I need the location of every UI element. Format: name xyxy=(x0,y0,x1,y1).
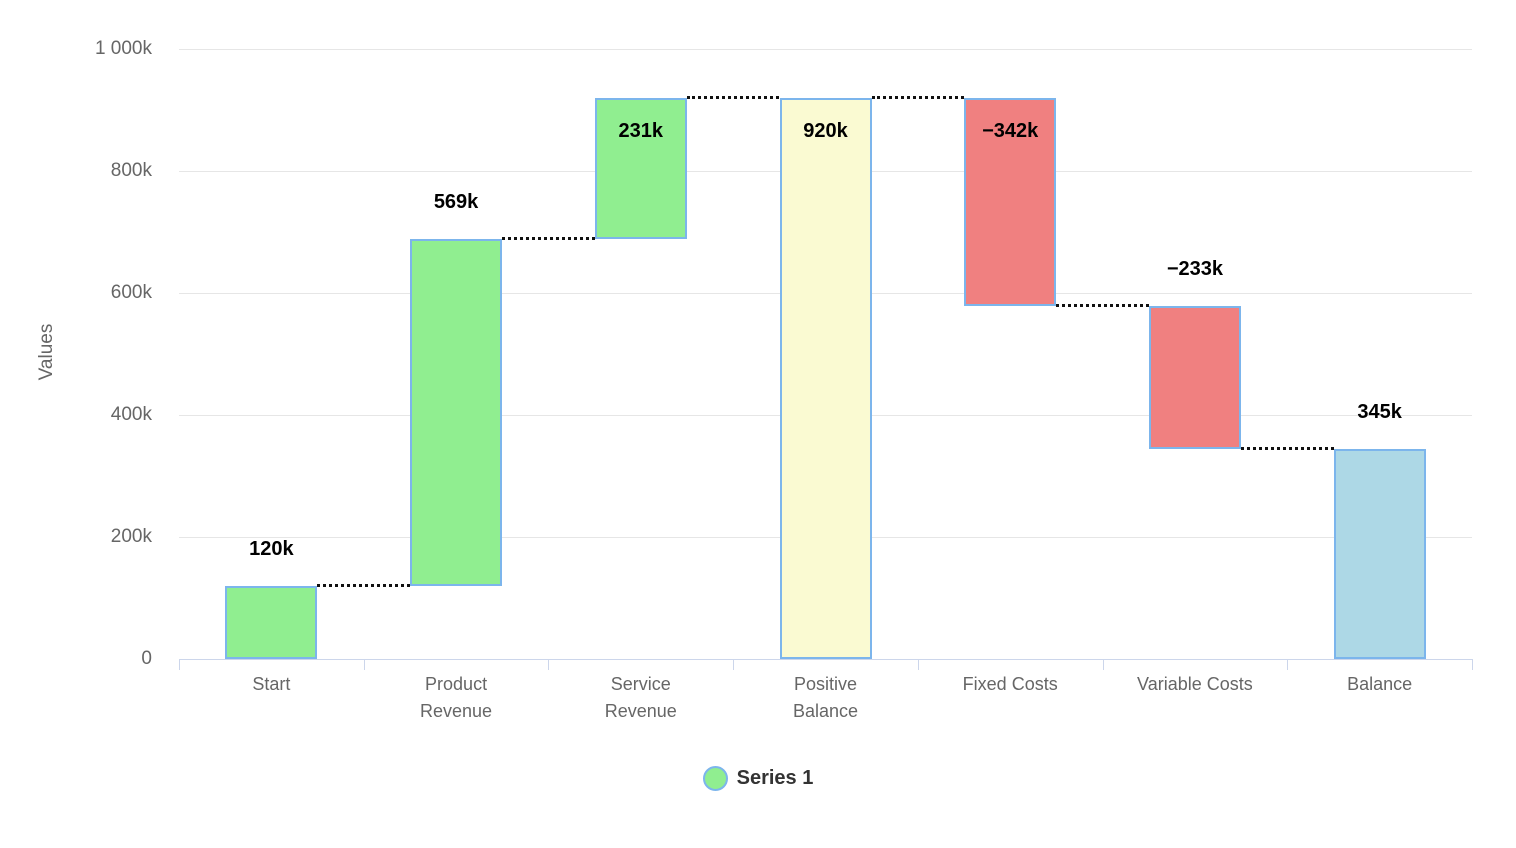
x-axis-tick xyxy=(1287,659,1289,670)
connector-line xyxy=(1240,446,1334,450)
x-category-label-positive-balance: Positive Balance xyxy=(733,671,918,725)
x-category-label-variable-costs: Variable Costs xyxy=(1103,671,1288,698)
x-category-label-line: Product xyxy=(425,674,488,694)
bar-balance[interactable] xyxy=(1333,448,1426,659)
x-category-label-line: Service xyxy=(610,674,671,694)
legend-marker-icon xyxy=(702,765,728,791)
bar-product-revenue[interactable] xyxy=(410,238,503,586)
y-tick-label: 200k xyxy=(110,526,152,547)
connector-line xyxy=(502,236,595,240)
x-category-label-fixed-costs: Fixed Costs xyxy=(918,671,1103,698)
data-label-positive-balance: 920k xyxy=(803,119,848,142)
x-category-label-line: Balance xyxy=(1347,674,1413,694)
x-category-label-line: Variable Costs xyxy=(1137,674,1253,694)
x-category-label-line: Start xyxy=(252,674,291,694)
x-category-label-line: Revenue xyxy=(604,701,677,721)
x-category-label-balance: Balance xyxy=(1287,671,1472,698)
x-axis-tick xyxy=(917,659,919,670)
y-tick-label: 1 000k xyxy=(94,38,152,59)
y-tick-label: 600k xyxy=(110,282,152,303)
data-label-balance: 345k xyxy=(1357,400,1402,423)
x-axis-tick xyxy=(179,659,180,670)
connector-line xyxy=(1056,304,1149,308)
legend: Series 1 xyxy=(0,762,1516,794)
y-tick-label: 800k xyxy=(110,160,152,181)
data-label-fixed-costs: −342k xyxy=(982,119,1039,142)
data-label-start: 120k xyxy=(249,537,294,560)
y-axis-title: Values xyxy=(36,323,57,381)
data-label-variable-costs: −233k xyxy=(1166,258,1223,281)
x-axis-tick xyxy=(363,659,365,670)
connector-line xyxy=(686,95,780,99)
x-axis-tick xyxy=(1102,659,1104,670)
x-category-label-line: Revenue xyxy=(420,701,493,721)
x-category-label-line: Balance xyxy=(792,701,859,721)
connector-line xyxy=(317,583,411,587)
data-label-product-revenue: 569k xyxy=(433,190,479,213)
legend-item-series-1[interactable]: Series 1 xyxy=(702,765,814,791)
y-tick-label: 400k xyxy=(110,404,152,425)
x-axis-line xyxy=(179,659,1473,660)
x-axis-tick xyxy=(1472,659,1473,670)
data-label-service-revenue: 231k xyxy=(618,119,664,142)
y-tick-label: 0 xyxy=(141,648,152,669)
bar-positive-balance[interactable] xyxy=(779,97,872,659)
x-category-label-product-revenue: Product Revenue xyxy=(364,671,549,725)
x-category-label-line: Fixed Costs xyxy=(962,674,1058,694)
bar-service-revenue[interactable] xyxy=(594,97,687,239)
x-category-label-service-revenue: Service Revenue xyxy=(548,671,733,725)
x-category-label-line: Positive xyxy=(793,674,857,694)
bar-fixed-costs[interactable] xyxy=(964,97,1057,307)
legend-label: Series 1 xyxy=(736,766,814,789)
bar-start[interactable] xyxy=(225,585,318,659)
bar-variable-costs[interactable] xyxy=(1148,306,1241,449)
x-axis-tick xyxy=(733,659,735,670)
connector-line xyxy=(871,95,965,99)
x-category-label-start: Start xyxy=(179,671,364,698)
gridline xyxy=(179,48,1472,50)
x-axis-tick xyxy=(548,659,550,670)
